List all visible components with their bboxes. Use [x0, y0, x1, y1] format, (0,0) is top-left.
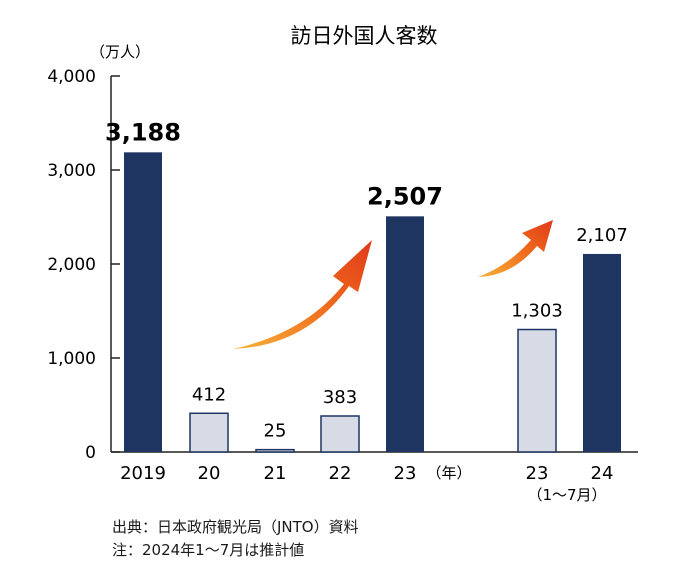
- bar-value-label: 2,107: [576, 225, 628, 246]
- x-tick-label: 23: [526, 463, 549, 484]
- y-ticks: 4,000 3,000 2,000 1,000 0: [47, 67, 120, 463]
- period-label: （1～7月）: [527, 486, 606, 504]
- bar-value-label: 1,303: [511, 301, 563, 322]
- bar-20-1: [189, 412, 229, 453]
- bar-23-5: [517, 328, 557, 453]
- category-labels: 2019 20 21 22 23 23 24: [120, 463, 613, 484]
- bar-24-6: [583, 253, 621, 452]
- x-tick-label: 22: [329, 463, 352, 484]
- x-tick-label: 2019: [120, 463, 166, 484]
- y-unit-label: （万人）: [90, 43, 150, 61]
- growth-arrow-2: [478, 220, 553, 277]
- x-tick-label: 20: [198, 463, 221, 484]
- x-tick-label: 23: [394, 463, 417, 484]
- y-tick-label: 2,000: [47, 255, 96, 275]
- source-note: 出典：日本政府観光局（JNTO）資料: [112, 518, 359, 536]
- bars: [124, 152, 621, 453]
- x-tick-label: 21: [264, 463, 287, 484]
- bar-value-label: 412: [192, 384, 226, 405]
- x-tick-label: 24: [591, 463, 614, 484]
- bar-value-label: 3,188: [105, 118, 181, 146]
- estimate-note: 注：2024年1～7月は推計値: [112, 541, 305, 559]
- growth-arrow-1: [233, 240, 372, 349]
- bar-21-2: [255, 448, 295, 453]
- bar-23-4: [386, 216, 424, 452]
- y-tick-label: 1,000: [47, 349, 96, 369]
- y-tick-label: 0: [85, 443, 96, 463]
- y-tick-label: 4,000: [47, 67, 96, 87]
- bar-22-3: [320, 415, 360, 453]
- year-marker: （年）: [426, 464, 471, 482]
- bar-value-label: 2,507: [367, 182, 443, 210]
- y-tick-label: 3,000: [47, 161, 96, 181]
- bar-value-label: 383: [323, 387, 357, 408]
- chart-title: 訪日外国人客数: [291, 24, 438, 48]
- bar-labels: 3,188 412 25 383 2,507 1,303 2,107: [105, 118, 628, 441]
- bar-2019-0: [124, 152, 162, 452]
- bar-value-label: 25: [264, 421, 287, 442]
